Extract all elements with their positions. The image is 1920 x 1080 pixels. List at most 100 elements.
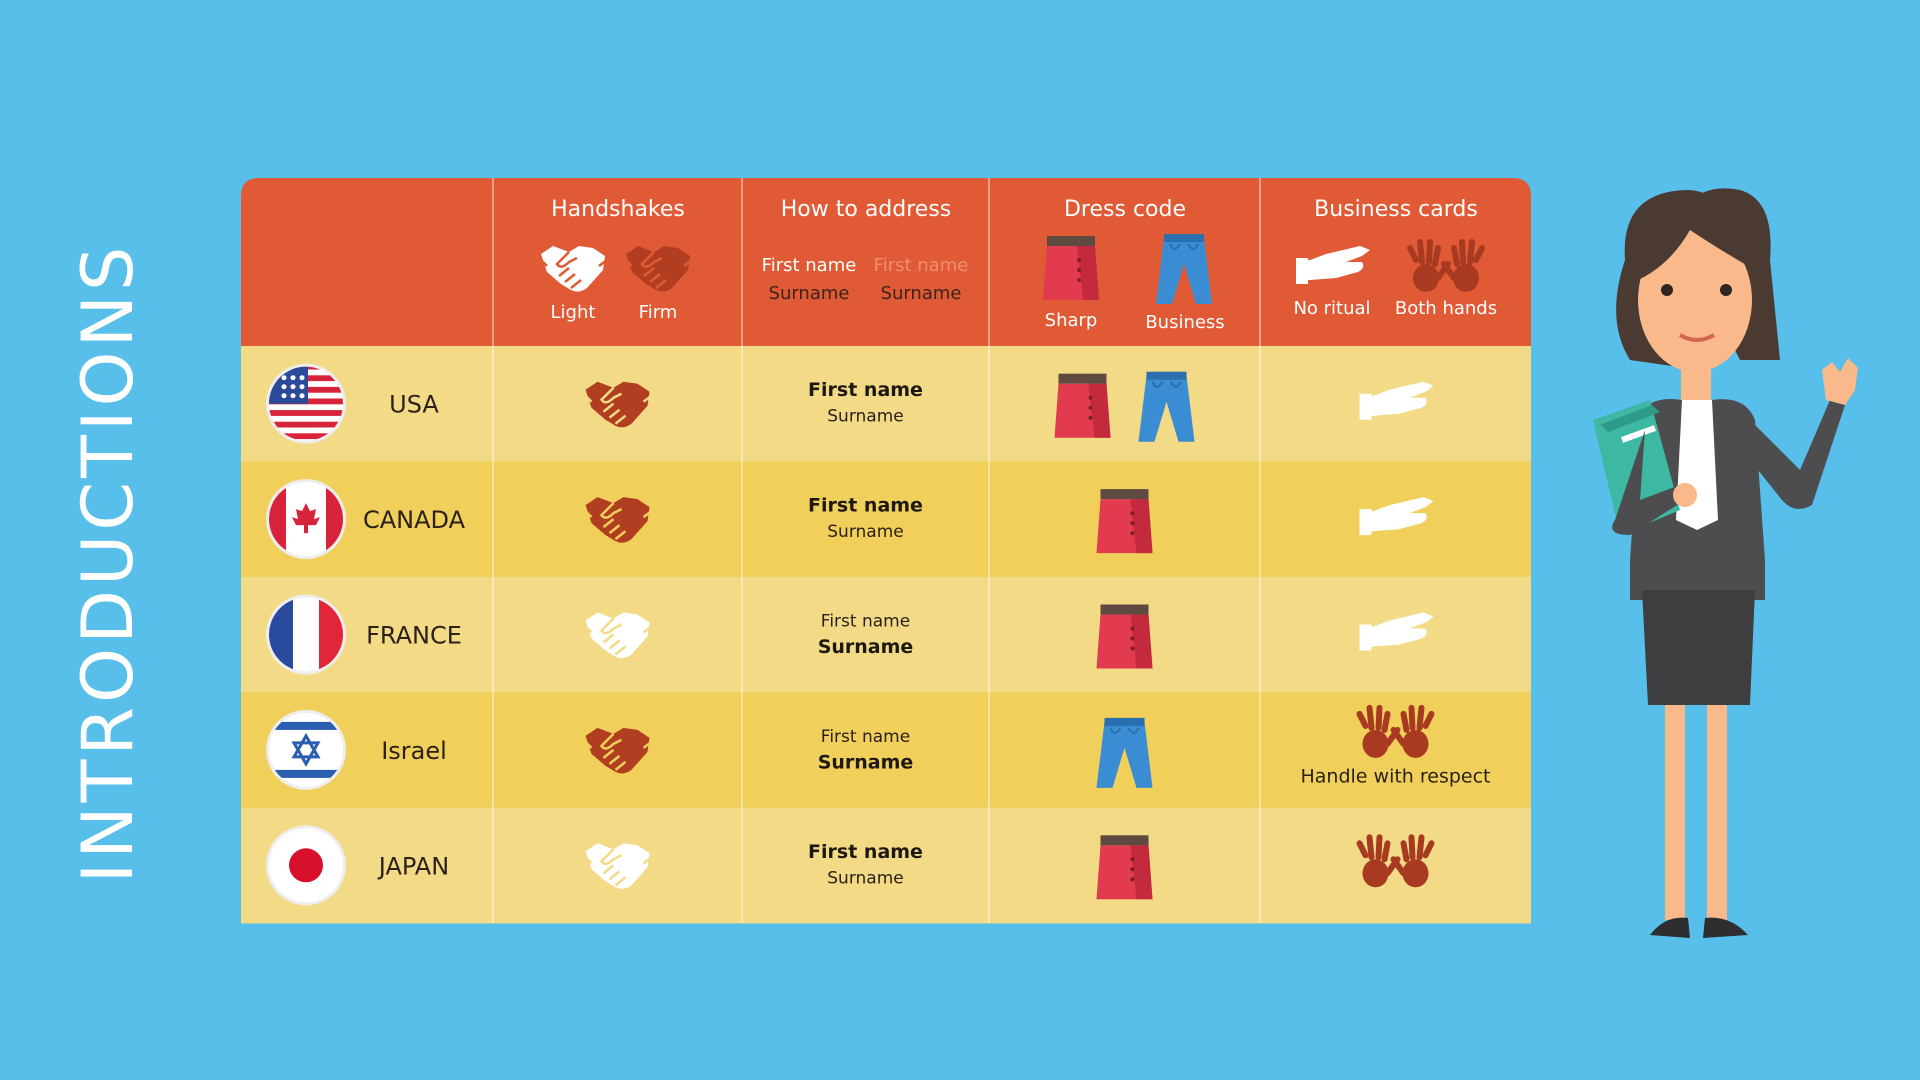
legend-label: Business <box>1145 312 1224 333</box>
icon-part <box>1146 371 1187 380</box>
icon-part <box>1296 246 1370 282</box>
icon-part <box>1375 704 1383 731</box>
column-title: Handshakes <box>551 197 685 222</box>
icon-part <box>1390 726 1407 747</box>
country-name: USA <box>389 391 439 419</box>
icon-part <box>1366 834 1375 861</box>
flag-body <box>269 366 343 441</box>
row-bg <box>241 346 1531 462</box>
card-hand-icon <box>1296 246 1370 284</box>
icon-part <box>1451 245 1460 267</box>
table-header: Handshakes Light Firm How to address Fir… <box>551 197 1498 333</box>
flag-part <box>269 421 343 428</box>
icon-part <box>1402 729 1429 758</box>
icon-part <box>1359 624 1372 651</box>
flag-part <box>281 384 287 390</box>
flag-part <box>269 769 343 778</box>
flag-part <box>299 375 305 381</box>
flag-part <box>290 384 296 390</box>
icon-part <box>1130 877 1135 882</box>
icon-part <box>1088 415 1093 420</box>
flag <box>266 594 346 675</box>
icon-part <box>1058 373 1107 384</box>
row-bg <box>241 576 1531 693</box>
legend-label: First name <box>762 255 857 276</box>
table-row: Israel First name Surname Handle with respe… <box>241 692 1531 809</box>
icon-part <box>1077 278 1081 282</box>
legend-label: No ritual <box>1293 298 1370 319</box>
icon-part <box>1077 258 1081 262</box>
slide-title: INTRODUCTIONS <box>67 243 149 884</box>
icon-part <box>1359 612 1434 649</box>
icon-part <box>1408 704 1416 731</box>
address-second: Surname <box>818 636 914 658</box>
icon-part <box>1426 239 1433 265</box>
icon-part <box>1088 383 1111 438</box>
icon-part <box>1359 381 1434 418</box>
handshake-icon <box>538 246 608 292</box>
country-name: FRANCE <box>366 622 462 650</box>
flag-part <box>281 393 287 399</box>
flag <box>266 825 346 906</box>
icon-part <box>585 497 650 543</box>
icon-part <box>582 502 653 541</box>
icon-part <box>1356 710 1369 729</box>
icon-part <box>1459 239 1466 265</box>
icon-part <box>585 381 650 428</box>
both-hands-icon <box>1356 834 1435 888</box>
icon-part <box>1130 531 1135 536</box>
skirt-icon <box>1096 604 1153 669</box>
icon-part <box>582 386 653 425</box>
icon-part <box>1417 239 1425 265</box>
icon-part <box>1381 710 1391 733</box>
hand <box>1356 704 1401 758</box>
icon-part <box>1467 239 1475 265</box>
icon-part <box>1100 604 1149 615</box>
hand <box>1390 834 1435 888</box>
icon-part <box>1088 405 1093 410</box>
handshake-icon <box>623 246 693 292</box>
icon-part <box>623 251 693 289</box>
icon-part <box>1130 636 1135 641</box>
table: USA First name Surname CANADA First name Surn… <box>241 178 1531 924</box>
table-row: CANADA First name Surname <box>241 461 1531 578</box>
icon-part <box>1169 243 1199 250</box>
flag-part <box>290 393 296 399</box>
row-bg <box>241 461 1531 578</box>
icon-part <box>1296 258 1308 284</box>
column-title: Dress code <box>1064 197 1186 222</box>
handshake-icon <box>582 843 653 889</box>
card-hand-icon <box>1359 612 1434 651</box>
flag <box>266 709 346 790</box>
icon-part <box>1130 521 1135 526</box>
country-name: JAPAN <box>377 852 449 880</box>
icon-part <box>1359 509 1372 536</box>
icon-part <box>1356 840 1369 859</box>
table-row: USA First name Surname <box>241 346 1531 462</box>
flag-body <box>269 828 343 903</box>
flag-part <box>290 375 296 381</box>
icon-part <box>1047 236 1095 246</box>
icon-part <box>1088 395 1093 400</box>
icon-part <box>585 727 650 774</box>
hand <box>1441 239 1485 292</box>
illustration <box>1593 188 1858 938</box>
hand <box>1356 834 1401 888</box>
jeans-icon <box>1096 717 1153 788</box>
icon-part <box>1100 835 1149 846</box>
icon-part <box>585 843 650 889</box>
icon-part <box>1130 614 1153 669</box>
skirt-icon <box>1096 835 1153 900</box>
icon-part <box>1441 261 1457 281</box>
flag-part <box>281 375 287 381</box>
icon-part <box>1130 499 1153 554</box>
table-row: FRANCE First name Surname <box>241 576 1531 693</box>
table-row: JAPAN First name Surname <box>241 807 1531 924</box>
skirt-icon <box>1054 373 1111 438</box>
icon-part <box>1164 234 1204 242</box>
icon-part <box>1130 857 1135 862</box>
icon-part <box>1077 268 1081 272</box>
icon-part <box>1151 381 1182 388</box>
flag-part <box>269 433 343 440</box>
